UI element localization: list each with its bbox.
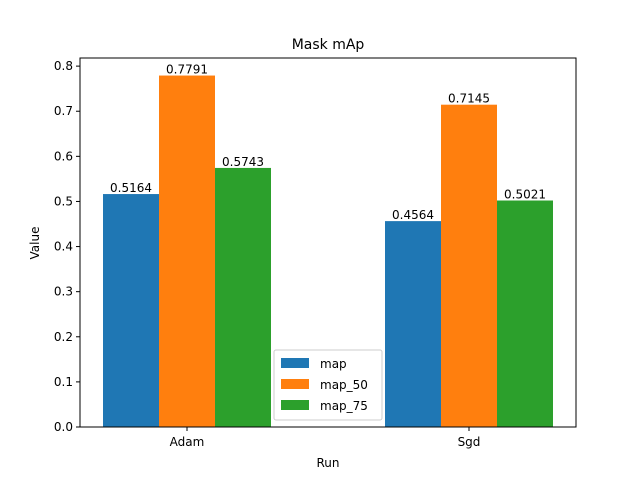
data-label-map-50-adam: 0.7791 [166, 63, 208, 77]
legend-swatch-map-50 [281, 379, 309, 389]
data-labels-group: 0.5164 0.4564 0.7791 0.7145 0.5743 0.5021 [110, 63, 546, 223]
y-tick-label: 0.1 [54, 375, 73, 389]
y-tick-label: 0.6 [54, 149, 73, 163]
y-tick-label: 0.4 [54, 240, 73, 254]
legend: map map_50 map_75 [273, 349, 383, 421]
legend-swatch-map [281, 358, 309, 368]
bar-map-50-adam [159, 75, 215, 428]
y-tick-label: 0.7 [54, 104, 73, 118]
legend-label-map-75: map_75 [320, 399, 368, 413]
data-label-map-50-sgd: 0.7145 [448, 92, 490, 106]
y-axis-label: Value [28, 227, 42, 260]
bars-group [103, 75, 553, 428]
y-tick-label: 0.8 [54, 59, 73, 73]
plot-frame [79, 57, 577, 428]
y-tick-label: 0.2 [54, 330, 73, 344]
y-tick-label: 0.5 [54, 194, 73, 208]
bar-map-75-adam [215, 167, 271, 427]
y-tick-label: 0.3 [54, 285, 73, 299]
bar-map-adam [103, 194, 159, 427]
legend-swatch-map-75 [281, 400, 309, 410]
y-axis: 0.0 0.1 0.2 0.3 0.4 0.5 0.6 0.7 0.8 [54, 59, 80, 434]
data-label-map-adam: 0.5164 [110, 181, 152, 195]
x-axis-label: Run [316, 456, 339, 470]
legend-label-map-50: map_50 [320, 378, 368, 392]
y-tick-label: 0.0 [54, 420, 73, 434]
x-tick-label-sgd: Sgd [458, 435, 481, 449]
data-label-map-75-adam: 0.5743 [222, 155, 264, 169]
bar-map-50-sgd [441, 104, 497, 427]
data-label-map-sgd: 0.4564 [392, 208, 434, 222]
chart-title: Mask mAp [292, 37, 365, 53]
bar-map-75-sgd [497, 200, 553, 427]
data-label-map-75-sgd: 0.5021 [504, 188, 546, 202]
x-tick-label-adam: Adam [170, 435, 205, 449]
legend-label-map: map [320, 357, 347, 371]
bar-map-sgd [385, 221, 441, 427]
x-axis: Adam Sgd [170, 427, 481, 449]
